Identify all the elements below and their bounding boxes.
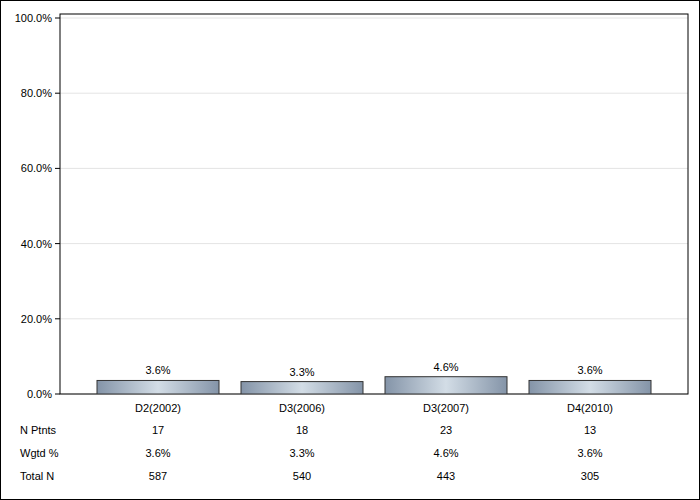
table-cell: 23 bbox=[440, 424, 452, 436]
bar bbox=[97, 380, 219, 394]
plot-frame bbox=[60, 14, 688, 394]
x-tick-label: D3(2006) bbox=[279, 402, 325, 414]
table-cell: 540 bbox=[293, 470, 311, 482]
bar bbox=[529, 380, 651, 394]
x-tick-label: D3(2007) bbox=[423, 402, 469, 414]
bar bbox=[385, 377, 507, 394]
y-tick-label: 80.0% bbox=[21, 87, 52, 99]
tick-mark bbox=[55, 93, 60, 94]
y-tick-label: 40.0% bbox=[21, 238, 52, 250]
table-cell: 17 bbox=[152, 424, 164, 436]
grid-line bbox=[60, 18, 688, 19]
table-cell: 587 bbox=[149, 470, 167, 482]
data-label: 3.6% bbox=[577, 364, 602, 376]
table-cell: 13 bbox=[584, 424, 596, 436]
y-tick-label: 0.0% bbox=[27, 388, 52, 400]
data-label: 3.6% bbox=[145, 364, 170, 376]
tick-mark bbox=[55, 318, 60, 319]
y-tick-label: 100.0% bbox=[15, 12, 53, 24]
tick-mark bbox=[55, 394, 60, 395]
tick-mark bbox=[55, 168, 60, 169]
table-cell: 3.6% bbox=[577, 447, 602, 459]
tick-mark bbox=[55, 18, 60, 19]
table-cell: 305 bbox=[581, 470, 599, 482]
grid-line bbox=[60, 318, 688, 319]
row-label: N Ptnts bbox=[20, 424, 57, 436]
table-cell: 3.3% bbox=[289, 447, 314, 459]
data-label: 4.6% bbox=[433, 361, 458, 373]
table-cell: 18 bbox=[296, 424, 308, 436]
bar bbox=[241, 382, 363, 394]
grid-line bbox=[60, 93, 688, 94]
y-tick-label: 60.0% bbox=[21, 162, 52, 174]
bars bbox=[97, 377, 651, 394]
table-cell: 3.6% bbox=[145, 447, 170, 459]
tick-mark bbox=[55, 243, 60, 244]
grid-line bbox=[60, 168, 688, 169]
table-cell: 443 bbox=[437, 470, 455, 482]
y-tick-label: 20.0% bbox=[21, 313, 52, 325]
table-cell: 4.6% bbox=[433, 447, 458, 459]
outer-frame bbox=[1, 1, 700, 500]
x-tick-label: D4(2010) bbox=[567, 402, 613, 414]
row-label: Wgtd % bbox=[20, 447, 59, 459]
x-tick-label: D2(2002) bbox=[135, 402, 181, 414]
chart: 0.0% 20.0% 40.0% 60.0% 80.0% 100.0% 3.6% D2(200… bbox=[0, 0, 700, 500]
row-label: Total N bbox=[20, 470, 54, 482]
grid-line bbox=[60, 243, 688, 244]
data-label: 3.3% bbox=[289, 366, 314, 378]
